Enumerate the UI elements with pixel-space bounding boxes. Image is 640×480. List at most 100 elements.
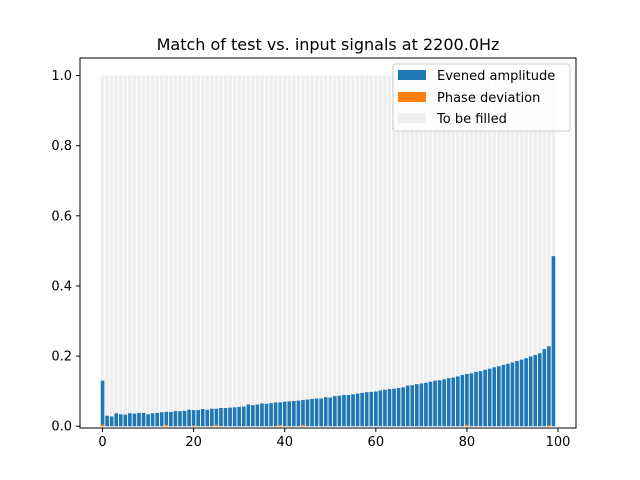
evened-amplitude-bar [496, 366, 501, 427]
evened-amplitude-bar [487, 368, 492, 427]
evened-amplitude-bar [273, 402, 278, 427]
phase-deviation-bar [191, 425, 196, 427]
evened-amplitude-bar [387, 389, 392, 427]
to-be-filled-bar [455, 75, 460, 427]
evened-amplitude-bar [506, 363, 510, 427]
evened-amplitude-bar [419, 383, 424, 427]
evened-amplitude-bar [314, 398, 319, 427]
evened-amplitude-bar [182, 410, 187, 427]
evened-amplitude-bar [310, 398, 314, 427]
phase-deviation-bar [164, 424, 169, 427]
to-be-filled-bar [155, 75, 160, 427]
to-be-filled-bar [437, 75, 442, 427]
evened-amplitude-bar [237, 406, 241, 427]
evened-amplitude-bar [414, 384, 419, 427]
to-be-filled-bar [123, 75, 128, 427]
to-be-filled-bar [246, 75, 251, 427]
evened-amplitude-bar [410, 385, 415, 427]
evened-amplitude-bar [223, 408, 228, 427]
legend-swatch-evened-amplitude [398, 70, 426, 80]
evened-amplitude-bar [392, 388, 396, 427]
y-axis: 0.0 0.2 0.4 0.6 0.8 1.0 [51, 69, 80, 435]
evened-amplitude-bar [478, 371, 483, 427]
to-be-filled-bar [519, 75, 524, 427]
evened-amplitude-bar [342, 395, 346, 427]
to-be-filled-bar [337, 75, 342, 427]
to-be-filled-bar [342, 75, 346, 427]
to-be-filled-bar [405, 75, 410, 427]
to-be-filled-bar [396, 75, 401, 427]
to-be-filled-bar [273, 75, 278, 427]
evened-amplitude-bar [442, 379, 446, 427]
evened-amplitude-bar [396, 388, 401, 427]
evened-amplitude-bar [483, 369, 487, 427]
phase-deviation-bar [100, 424, 105, 427]
legend-swatch-phase-deviation [398, 92, 426, 102]
to-be-filled-bar [237, 75, 241, 427]
evened-amplitude-bar [537, 353, 542, 427]
phase-deviation-bar [301, 424, 305, 427]
to-be-filled-bar [506, 75, 510, 427]
evened-amplitude-bar [474, 371, 478, 427]
evened-amplitude-bar [383, 389, 387, 427]
to-be-filled-bar [487, 75, 492, 427]
to-be-filled-bar [333, 75, 337, 427]
to-be-filled-bar [114, 75, 119, 427]
to-be-filled-bar [205, 75, 210, 427]
evened-amplitude-bar [118, 414, 123, 427]
to-be-filled-bar [374, 75, 378, 427]
to-be-filled-bar [301, 75, 305, 427]
to-be-filled-bar [378, 75, 383, 427]
to-be-filled-bar [296, 75, 301, 427]
evened-amplitude-bar [251, 405, 255, 427]
evened-amplitude-bar [428, 381, 433, 427]
evened-amplitude-bar [328, 397, 333, 427]
evened-amplitude-bar [155, 412, 160, 427]
y-tick-label: 0.0 [51, 420, 72, 435]
to-be-filled-bar [360, 75, 364, 427]
to-be-filled-bar [169, 75, 173, 427]
to-be-filled-bar [547, 75, 551, 427]
evened-amplitude-bar [255, 404, 260, 427]
evened-amplitude-bar [146, 414, 150, 427]
to-be-filled-bar [260, 75, 264, 427]
evened-amplitude-bar [187, 409, 191, 427]
evened-amplitude-bar [460, 375, 465, 427]
evened-amplitude-bar [173, 411, 178, 427]
evened-amplitude-bar [433, 380, 437, 427]
evened-amplitude-bar [241, 406, 246, 427]
evened-amplitude-bar [360, 392, 364, 427]
evened-amplitude-bar [378, 390, 383, 427]
to-be-filled-bar [492, 75, 497, 427]
axes-frame [79, 57, 577, 429]
to-be-filled-bar [255, 75, 260, 427]
to-be-filled-bar [232, 75, 237, 427]
evened-amplitude-bar [260, 403, 264, 427]
to-be-filled-bar [387, 75, 392, 427]
evened-amplitude-bar [137, 412, 141, 427]
to-be-filled-bar [364, 75, 369, 427]
x-tick-label: 100 [546, 435, 571, 450]
to-be-filled-bar [528, 75, 533, 427]
evened-amplitude-bar [196, 410, 201, 427]
evened-amplitude-bar [219, 408, 223, 427]
to-be-filled-bar [346, 75, 351, 427]
evened-amplitude-bar [287, 401, 292, 427]
evened-amplitude-bar [205, 409, 210, 427]
to-be-filled-bar [419, 75, 424, 427]
y-tick-label: 0.4 [51, 279, 72, 294]
to-be-filled-bar [355, 75, 360, 427]
evened-amplitude-bar [282, 401, 287, 427]
phase-deviation-bar [278, 424, 282, 427]
evened-amplitude-bar [405, 385, 410, 427]
evened-amplitude-bar [501, 364, 506, 427]
evened-amplitude-bar [401, 387, 405, 427]
legend: Evened amplitude Phase deviation To be f… [392, 63, 571, 132]
to-be-filled-bar [414, 75, 419, 427]
to-be-filled-bar [319, 75, 323, 427]
legend-swatch-to-be-filled [398, 113, 426, 123]
to-be-filled-bar [292, 75, 296, 427]
to-be-filled-bar [219, 75, 223, 427]
to-be-filled-bar [159, 75, 164, 427]
